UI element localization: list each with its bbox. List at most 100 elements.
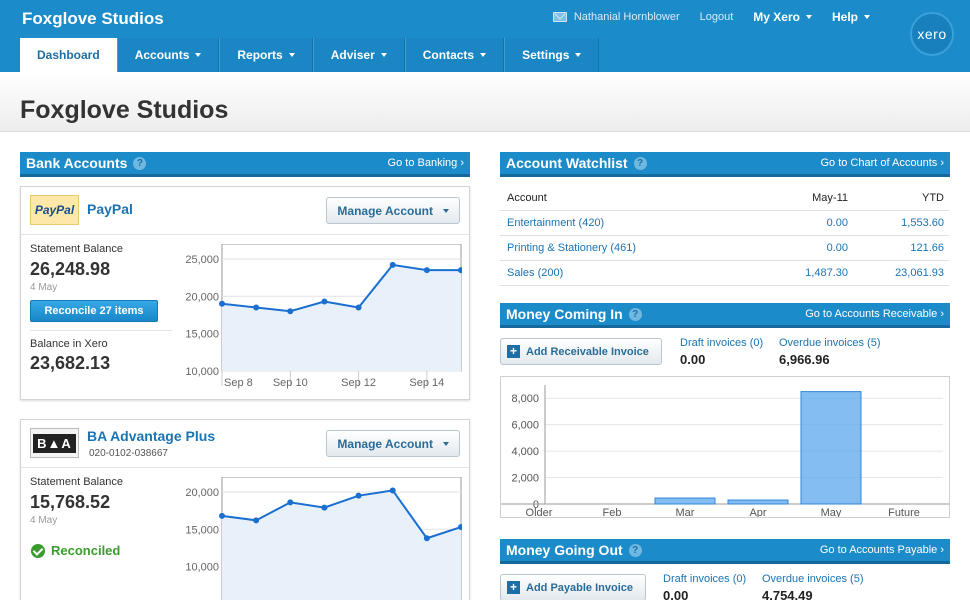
y-tick-label: 20,000: [185, 291, 219, 303]
chevron-down-icon: [443, 441, 449, 446]
statement-balance-label: Statement Balance: [30, 243, 123, 255]
user-profile-link[interactable]: Nathanial Hornblower: [552, 11, 680, 23]
main-nav: Dashboard Accounts Reports Adviser Conta…: [20, 38, 600, 72]
draft-invoices-link[interactable]: Draft invoices (0): [663, 573, 747, 585]
bank-account-card: B▲A BA Advantage Plus 020-0102-038667 Ma…: [20, 419, 470, 600]
column-header: YTD: [922, 192, 944, 204]
x-tick-label: Apr: [749, 507, 766, 518]
help-icon[interactable]: ?: [628, 543, 642, 557]
top-bar: Foxglove Studios Nathanial Hornblower Lo…: [0, 0, 970, 72]
bar: [727, 499, 789, 505]
org-name[interactable]: Foxglove Studios: [22, 9, 164, 28]
draft-invoices-value: 0.00: [680, 352, 706, 367]
overdue-invoices-link[interactable]: Overdue invoices (5): [762, 573, 864, 585]
my-xero-label: My Xero: [753, 10, 800, 24]
go-to-chart-of-accounts-link[interactable]: Go to Chart of Accounts: [820, 157, 944, 169]
tab-settings[interactable]: Settings: [504, 38, 600, 72]
x-tick-label: Sep 10: [273, 377, 308, 389]
overdue-invoices-value: 4,754.49: [762, 588, 813, 600]
panel-title: Account Watchlist: [506, 155, 628, 171]
tab-reports[interactable]: Reports: [219, 38, 313, 72]
data-point: [287, 308, 294, 315]
draft-invoices-link[interactable]: Draft invoices (0): [680, 337, 764, 349]
series-line: [221, 263, 461, 313]
help-icon[interactable]: ?: [133, 156, 147, 170]
add-receivable-invoice-button[interactable]: + Add Receivable Invoice: [500, 338, 662, 365]
account-header: B▲A BA Advantage Plus 020-0102-038667 Ma…: [21, 420, 469, 468]
y-tick-label: 2,000: [511, 473, 539, 485]
help-icon[interactable]: ?: [633, 156, 647, 170]
chevron-down-icon: [805, 15, 812, 19]
account-name[interactable]: PayPal: [87, 201, 133, 217]
manage-account-button[interactable]: Manage Account: [326, 430, 460, 457]
add-payable-invoice-button[interactable]: + Add Payable Invoice: [500, 574, 646, 600]
data-point: [458, 267, 462, 274]
reconcile-button[interactable]: Reconcile 27 items: [30, 300, 158, 322]
data-point: [219, 512, 225, 519]
tab-dashboard[interactable]: Dashboard: [20, 38, 117, 72]
x-tick-label: Feb: [603, 507, 622, 518]
table-row[interactable]: Sales (200) 1,487.30 23,061.93: [500, 261, 949, 286]
statement-balance-value: 15,768.52: [30, 492, 111, 512]
panel-title: Money Going Out: [506, 542, 623, 558]
tab-accounts[interactable]: Accounts: [116, 38, 220, 72]
check-circle-icon: [31, 543, 45, 558]
account-number: 020-0102-038667: [89, 448, 168, 459]
data-point: [287, 499, 294, 506]
y-tick-label: 25,000: [185, 254, 219, 266]
watchlist-table: Account May-11 YTD Entertainment (420) 0…: [500, 186, 949, 286]
column-header: May-11: [812, 192, 848, 204]
logout-link[interactable]: Logout: [699, 11, 734, 23]
help-label: Help: [831, 10, 858, 24]
statement-balance-label: Statement Balance: [30, 476, 123, 488]
overdue-invoices-value: 6,966.96: [779, 352, 830, 367]
area-fill: [222, 490, 461, 600]
button-label: Add Payable Invoice: [526, 581, 633, 594]
table-row[interactable]: Entertainment (420) 0.00 1,553.60: [500, 211, 949, 236]
tab-label: Settings: [522, 48, 570, 62]
ytd-cell: 121.66: [910, 242, 944, 254]
tab-contacts[interactable]: Contacts: [404, 38, 505, 72]
y-tick-label: 20,000: [185, 487, 219, 499]
data-point: [389, 487, 396, 494]
tab-label: Reports: [237, 48, 283, 62]
account-cell[interactable]: Entertainment (420): [507, 217, 605, 229]
divider: [30, 330, 172, 331]
chevron-down-icon: [380, 53, 387, 57]
ba-logo: B▲A: [30, 428, 79, 458]
xero-logo[interactable]: xero: [910, 12, 954, 56]
help-icon[interactable]: ?: [628, 307, 642, 321]
y-tick-label: 4,000: [511, 446, 539, 458]
account-name[interactable]: BA Advantage Plus: [87, 428, 216, 444]
bank-account-card: PayPal PayPal Manage Account Statement B…: [20, 186, 470, 400]
go-to-accounts-receivable-link[interactable]: Go to Accounts Receivable: [805, 308, 944, 320]
area-fill: [222, 264, 461, 371]
ytd-cell: 1,553.60: [901, 217, 944, 229]
manage-account-button[interactable]: Manage Account: [326, 197, 460, 224]
account-cell[interactable]: Sales (200): [507, 267, 564, 279]
month-cell: 0.00: [826, 242, 848, 254]
data-point: [219, 300, 225, 307]
data-point: [355, 492, 362, 499]
chevron-down-icon: [480, 53, 487, 57]
help-menu[interactable]: Help: [832, 10, 870, 24]
x-tick-label: Future: [888, 507, 920, 518]
user-links: Nathanial Hornblower Logout My Xero Help: [533, 10, 870, 24]
money-in-header: Money Coming In ? Go to Accounts Receiva…: [500, 303, 950, 328]
tab-adviser[interactable]: Adviser: [312, 38, 405, 72]
go-to-accounts-payable-link[interactable]: Go to Accounts Payable: [820, 544, 944, 556]
column-header: Account: [507, 192, 547, 204]
tab-label: Accounts: [134, 48, 190, 62]
page-title: Foxglove Studios: [20, 96, 229, 124]
data-point: [321, 298, 328, 305]
go-to-banking-link[interactable]: Go to Banking: [388, 157, 464, 169]
x-tick-label: Older: [526, 507, 553, 518]
data-point: [253, 517, 260, 524]
tab-label: Dashboard: [37, 48, 100, 62]
my-xero-menu[interactable]: My Xero: [753, 10, 812, 24]
account-cell[interactable]: Printing & Stationery (461): [507, 242, 637, 254]
overdue-invoices-link[interactable]: Overdue invoices (5): [779, 337, 881, 349]
statement-balance-value: 26,248.98: [30, 259, 111, 279]
table-row[interactable]: Printing & Stationery (461) 0.00 121.66: [500, 236, 949, 261]
